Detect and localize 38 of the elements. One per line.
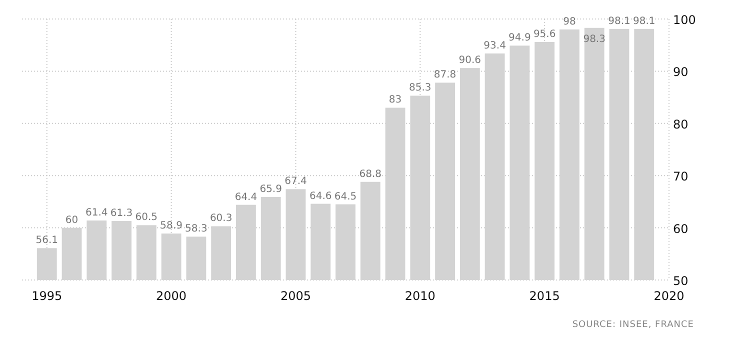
x-tick-label: 2000 (156, 289, 187, 303)
data-label: 64.6 (309, 190, 332, 202)
data-label: 65.9 (260, 184, 282, 195)
data-label: 61.3 (110, 208, 133, 220)
data-label: 58.9 (160, 220, 182, 232)
data-label: 85.3 (409, 82, 432, 94)
data-label: 98.1 (608, 16, 630, 27)
data-label: 68.8 (359, 168, 382, 180)
data-label: 60.3 (210, 213, 232, 224)
data-label: 60.5 (135, 212, 158, 224)
data-label: 64.5 (334, 191, 357, 202)
source-note: SOURCE: INSEE, FRANCE (572, 320, 694, 330)
data-label: 67.4 (284, 176, 307, 188)
x-tick-label: 2020 (654, 289, 684, 303)
data-label: 64.4 (234, 192, 258, 203)
data-label: 93.4 (484, 40, 506, 52)
data-label: 94.9 (508, 32, 531, 44)
y-tick-label: 80 (673, 117, 688, 132)
x-tick-label: 2015 (529, 289, 560, 303)
data-label: 90.6 (458, 55, 482, 66)
data-label: 58.3 (185, 224, 208, 235)
data-label: 60 (65, 214, 78, 226)
data-label: 98.3 (583, 34, 606, 45)
y-tick-label: 60 (673, 222, 688, 236)
data-label: 98 (563, 16, 576, 28)
data-label: 61.4 (86, 207, 108, 218)
y-tick-label: 100 (673, 13, 696, 27)
x-tick-label: 1995 (32, 289, 62, 303)
data-label: 98.1 (632, 16, 656, 27)
y-tick-label: 90 (673, 65, 688, 80)
data-label: 95.6 (533, 28, 556, 40)
data-label: 83 (388, 94, 402, 106)
data-label: 56.1 (36, 235, 58, 246)
x-tick-label: 2010 (404, 289, 436, 303)
y-tick-label: 50 (673, 274, 688, 288)
data-label: 87.8 (434, 70, 456, 81)
x-tick-label: 2005 (280, 289, 312, 303)
y-tick-label: 70 (673, 170, 688, 184)
